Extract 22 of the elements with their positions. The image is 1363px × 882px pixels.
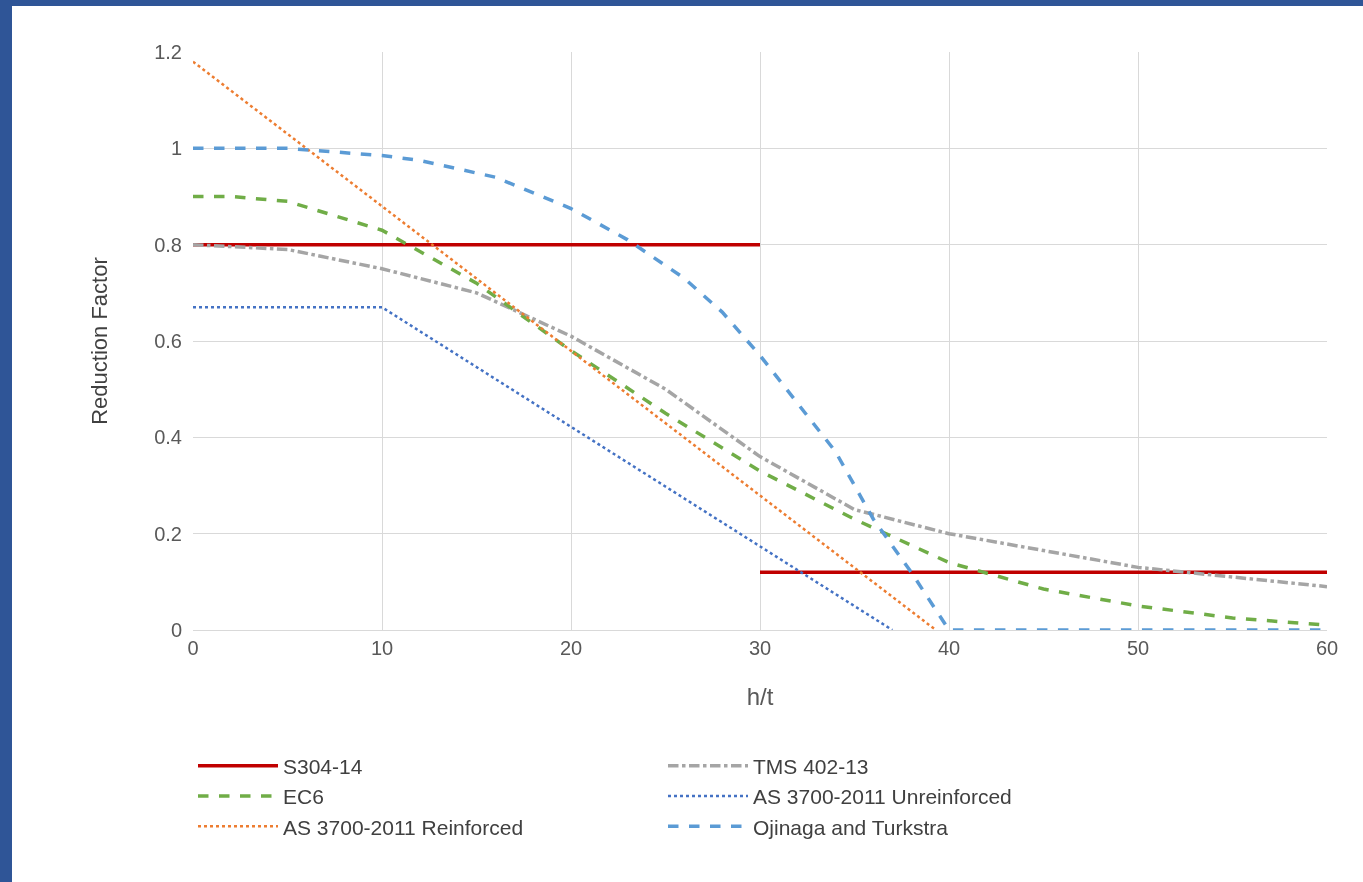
x-tick-label: 30: [748, 637, 772, 659]
y-axis-title: Reduction Factor: [86, 257, 112, 425]
x-axis-title: h/t: [746, 683, 774, 711]
x-tick-label: 40: [937, 637, 961, 659]
x-tick-label: 0: [187, 637, 199, 659]
y-tick-label: 1.2: [154, 41, 182, 63]
y-tick-label: 0: [170, 619, 182, 641]
legend-label: AS 3700-2011 Unreinforced: [753, 785, 1012, 809]
legend-label: Ojinaga and Turkstra: [753, 815, 949, 839]
legend-label: TMS 402-13: [753, 754, 869, 778]
legend-label: EC6: [283, 785, 324, 809]
y-tick-label: 1: [170, 137, 182, 160]
legend-label: S304-14: [283, 754, 363, 778]
y-tick-label: 0.4: [154, 426, 182, 449]
x-tick-label: 50: [1126, 637, 1150, 659]
y-tick-label: 0.2: [154, 522, 182, 545]
x-tick-label: 60: [1315, 637, 1339, 659]
y-tick-label: 0.6: [154, 330, 182, 352]
legend-label: AS 3700-2011 Reinforced: [283, 815, 524, 839]
y-tick-label: 0.8: [154, 233, 182, 256]
x-tick-label: 10: [370, 637, 394, 659]
x-tick-label: 20: [559, 637, 583, 659]
